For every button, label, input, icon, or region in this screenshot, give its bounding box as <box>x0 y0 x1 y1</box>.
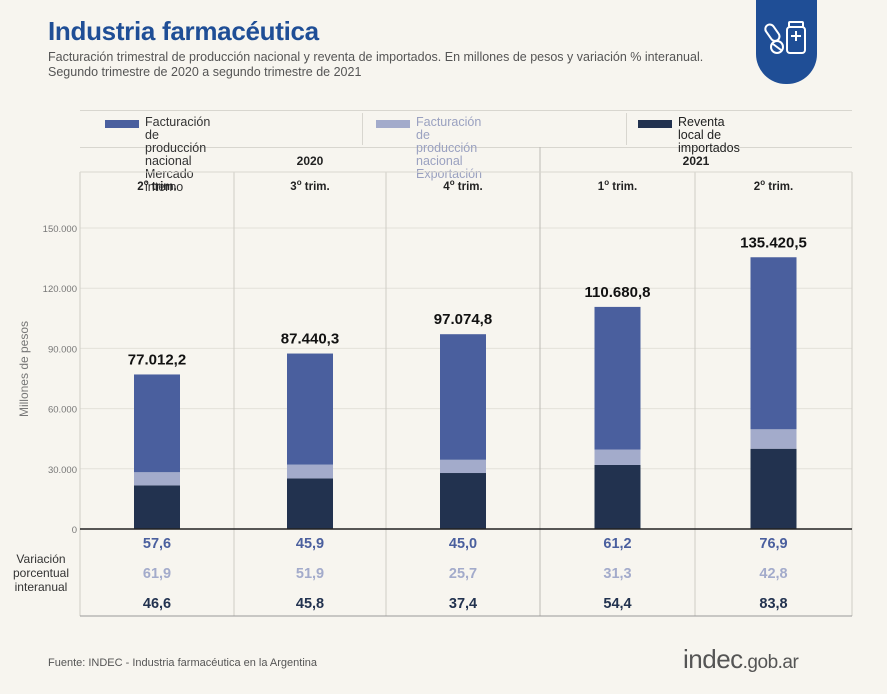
bar-total-label: 87.440,3 <box>281 331 339 348</box>
variation-value: 25,7 <box>449 566 477 582</box>
bar-segment <box>594 306 641 450</box>
variation-value: 83,8 <box>759 596 787 612</box>
page-subtitle: Facturación trimestral de producción nac… <box>48 50 768 80</box>
legend-divider <box>362 113 363 145</box>
bar-segment <box>287 353 333 465</box>
quarter-label: 2o trim. <box>137 178 176 193</box>
variation-value: 45,0 <box>449 536 477 552</box>
bar-segment <box>134 485 180 529</box>
variation-value: 54,4 <box>603 596 631 612</box>
variation-value: 51,9 <box>296 566 324 582</box>
y-tick-label: 0 <box>72 525 77 536</box>
source-note: Fuente: INDEC - Industria farmacéutica e… <box>48 657 318 669</box>
pills-bottle-icon <box>764 21 806 54</box>
bar-segment <box>750 257 797 430</box>
legend-label: Facturación de producción nacional Merca… <box>145 115 211 194</box>
bar-segment <box>594 464 641 529</box>
bar-segment <box>134 472 180 486</box>
bar-segment <box>287 478 333 529</box>
bar-total-label: 135.420,5 <box>740 234 807 251</box>
variation-value: 31,3 <box>603 566 631 582</box>
variation-value: 37,4 <box>449 596 477 612</box>
bar-segment <box>440 473 486 529</box>
year-label: 2021 <box>683 154 710 168</box>
bar-total-label: 97.074,8 <box>434 311 492 328</box>
variation-value: 76,9 <box>759 536 787 552</box>
bar-segment <box>750 448 797 529</box>
variation-value: 45,8 <box>296 596 324 612</box>
bar-segment <box>594 449 641 465</box>
variation-value: 61,9 <box>143 566 171 582</box>
y-tick-label: 90.000 <box>48 344 77 355</box>
variation-value: 45,9 <box>296 536 324 552</box>
year-label: 2020 <box>297 154 324 168</box>
legend-swatch <box>105 120 139 128</box>
variation-value: 42,8 <box>759 566 787 582</box>
chart-legend: Facturación de producción nacional Merca… <box>80 110 852 194</box>
subtitle-line-1: Facturación trimestral de producción nac… <box>48 50 704 64</box>
bar-segment <box>440 334 486 460</box>
page-title: Industria farmacéutica <box>48 16 319 46</box>
variation-value: 46,6 <box>143 596 171 612</box>
bar-total-label: 77.012,2 <box>128 351 186 368</box>
y-tick-label: 60.000 <box>48 405 77 416</box>
legend-divider <box>626 113 627 145</box>
subtitle-line-2: Segundo trimestre de 2020 a segundo trim… <box>48 65 362 79</box>
y-tick-label: 120.000 <box>43 284 77 295</box>
y-tick-label: 150.000 <box>43 224 77 235</box>
y-tick-label: 30.000 <box>48 465 77 476</box>
legend-label: Reventa local de importados <box>678 115 740 155</box>
indec-logo: indec.gob.ar <box>683 644 799 674</box>
variation-value: 61,2 <box>603 536 631 552</box>
quarter-label: 4o trim. <box>443 178 482 193</box>
legend-swatch <box>376 120 410 128</box>
quarter-label: 3o trim. <box>290 178 329 193</box>
variation-value: 57,6 <box>143 536 171 552</box>
quarter-label: 2o trim. <box>754 178 793 193</box>
quarter-label: 1o trim. <box>598 178 637 193</box>
bar-segment <box>750 429 797 449</box>
bar-segment <box>440 459 486 474</box>
bar-total-label: 110.680,8 <box>585 284 651 301</box>
legend-label: Facturación de producción nacional Expor… <box>416 115 483 181</box>
bar-segment <box>287 464 333 479</box>
bar-segment <box>134 374 180 473</box>
legend-swatch <box>638 120 672 128</box>
variation-row-label: Variación porcentual interanual <box>12 552 70 594</box>
header-badge <box>756 0 817 84</box>
